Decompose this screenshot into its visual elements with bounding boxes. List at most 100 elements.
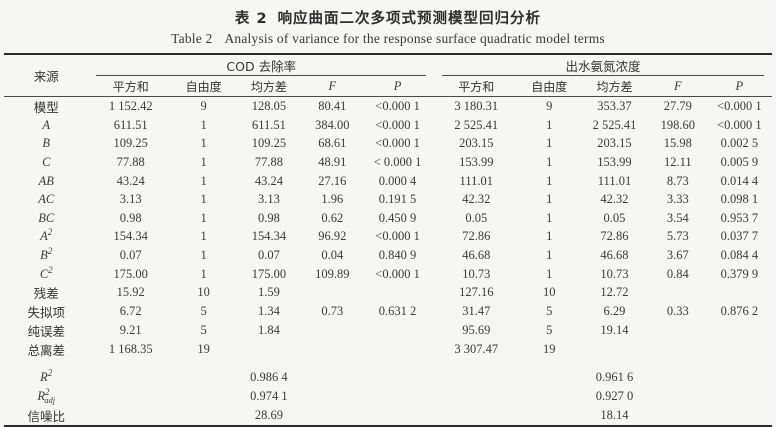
value-cell bbox=[303, 340, 361, 359]
row-label: C bbox=[42, 154, 51, 169]
value-cell: 15.98 bbox=[663, 136, 692, 151]
value-cell: 1 bbox=[200, 192, 207, 207]
value-cell: 10 bbox=[542, 285, 556, 300]
value-cell: 1 bbox=[200, 117, 207, 132]
value-cell bbox=[707, 340, 772, 359]
table-header: 来源 COD 去除率 出水氨氮浓度 平方和 自由度 均方差 F P 平方和 自由… bbox=[4, 54, 772, 97]
value-cell: 0.974 1 bbox=[250, 388, 288, 403]
value-cell: 1 bbox=[200, 266, 207, 281]
value-cell bbox=[707, 368, 772, 387]
table-title-en: Table 2 Analysis of variance for the resp… bbox=[0, 28, 776, 47]
table-row: AB 43.24 1 43.24 27.16 0.000 4 111.01 1 111.01 8.… bbox=[4, 172, 772, 191]
value-cell: 1 bbox=[546, 210, 553, 225]
value-cell bbox=[234, 340, 303, 359]
column-header-f-nh3: F bbox=[649, 76, 707, 97]
value-cell bbox=[707, 321, 772, 340]
row-label: B bbox=[42, 136, 51, 151]
value-cell: 0.450 9 bbox=[378, 210, 417, 225]
value-cell: <0.000 1 bbox=[375, 117, 420, 132]
value-cell: 0.014 4 bbox=[720, 173, 759, 188]
value-cell bbox=[88, 406, 172, 426]
value-cell: 1 bbox=[546, 136, 553, 151]
value-cell: 5 bbox=[200, 323, 207, 338]
value-cell: 154.34 bbox=[113, 229, 148, 244]
value-cell: 111.01 bbox=[597, 173, 632, 188]
value-cell: 0.084 4 bbox=[720, 247, 759, 262]
value-cell: 1 bbox=[546, 154, 553, 169]
value-cell: 18.14 bbox=[600, 407, 629, 422]
table-row: 模型 1 152.42 9 128.05 80.41 <0.000 1 3 180.31 9 3… bbox=[4, 97, 772, 117]
table-row: C 77.88 1 77.88 48.91 < 0.000 1 153.99 1 153.99 1… bbox=[4, 153, 772, 172]
row-label: 残差 bbox=[33, 286, 59, 302]
value-cell: 611.51 bbox=[251, 117, 286, 132]
value-cell: 0.379 9 bbox=[720, 266, 759, 281]
value-cell: 0.002 5 bbox=[720, 136, 759, 151]
spacer-cell bbox=[4, 359, 772, 368]
value-cell: 10.73 bbox=[600, 266, 629, 281]
value-cell: 153.99 bbox=[459, 154, 494, 169]
value-cell: 6.72 bbox=[119, 304, 142, 319]
value-cell bbox=[361, 406, 434, 426]
value-cell: 3.13 bbox=[119, 192, 142, 207]
column-group-cod: COD 去除率 bbox=[88, 54, 434, 76]
value-cell: 43.24 bbox=[116, 173, 145, 188]
value-cell bbox=[361, 321, 434, 340]
value-cell: 1 bbox=[546, 192, 553, 207]
value-cell: 153.99 bbox=[597, 154, 632, 169]
value-cell: 203.15 bbox=[459, 136, 494, 151]
value-cell: 10 bbox=[197, 285, 210, 300]
row-label: A bbox=[42, 117, 51, 132]
value-cell: 384.00 bbox=[315, 117, 350, 132]
value-cell bbox=[303, 321, 361, 340]
row-label: 失拟项 bbox=[27, 305, 65, 321]
value-cell bbox=[707, 387, 772, 406]
value-cell bbox=[173, 368, 234, 387]
anova-table: 来源 COD 去除率 出水氨氮浓度 平方和 自由度 均方差 F P 平方和 自由… bbox=[4, 53, 772, 427]
table-body: 模型 1 152.42 9 128.05 80.41 <0.000 1 3 180.31 9 3… bbox=[4, 97, 772, 426]
value-cell: 0.07 bbox=[119, 247, 142, 262]
value-cell: 31.47 bbox=[462, 304, 491, 319]
value-cell: 0.98 bbox=[257, 210, 280, 225]
value-cell: 1 bbox=[546, 173, 553, 188]
table-title-en-text: Analysis of variance for the response su… bbox=[224, 31, 605, 46]
value-cell: 5 bbox=[200, 304, 207, 319]
value-cell: 5 bbox=[546, 304, 553, 319]
spacer-row bbox=[4, 359, 772, 368]
value-cell: 1 bbox=[546, 229, 553, 244]
value-cell: 9 bbox=[546, 99, 553, 113]
row-label: A2 bbox=[40, 227, 53, 244]
table-row: A 611.51 1 611.51 384.00 <0.000 1 2 525.41 1 2 5… bbox=[4, 116, 772, 135]
value-cell: 0.05 bbox=[465, 210, 488, 225]
value-cell: 1 bbox=[200, 154, 207, 169]
value-cell: 15.92 bbox=[116, 285, 145, 300]
value-cell: 1 bbox=[200, 173, 207, 188]
value-cell: 175.00 bbox=[113, 266, 148, 281]
value-cell: 0.98 bbox=[119, 210, 142, 225]
value-cell: <0.000 1 bbox=[375, 229, 420, 244]
row-label: B2 bbox=[40, 245, 53, 262]
value-cell bbox=[580, 340, 649, 359]
table-row: A2 154.34 1 154.34 96.92 <0.000 1 72.86 1 72.86 5… bbox=[4, 228, 772, 247]
value-cell: 27.16 bbox=[318, 173, 347, 188]
value-cell: 72.86 bbox=[462, 229, 491, 244]
value-cell: <0.000 1 bbox=[375, 136, 420, 151]
value-cell: 0.05 bbox=[603, 210, 626, 225]
value-cell: 95.69 bbox=[462, 323, 491, 338]
row-label: 纯误差 bbox=[27, 324, 65, 340]
table-title-zh-text: 响应曲面二次多项式预测模型回归分析 bbox=[277, 11, 542, 27]
value-cell: 1 bbox=[546, 266, 553, 281]
value-cell: < 0.000 1 bbox=[373, 154, 422, 169]
value-cell bbox=[303, 387, 361, 406]
value-cell: 19.14 bbox=[600, 323, 629, 338]
value-cell bbox=[649, 387, 707, 406]
value-cell: 1 bbox=[546, 117, 553, 132]
value-cell: 3 307.47 bbox=[454, 342, 499, 357]
value-cell: <0.000 1 bbox=[717, 117, 762, 132]
row-label: 信噪比 bbox=[27, 408, 65, 424]
value-cell: 203.15 bbox=[597, 136, 632, 151]
value-cell: 3 180.31 bbox=[454, 99, 499, 113]
value-cell: 0.953 7 bbox=[720, 210, 759, 225]
value-cell bbox=[303, 406, 361, 426]
table-row: 纯误差 9.21 5 1.84 95.69 5 19.14 bbox=[4, 321, 772, 340]
value-cell: 0.07 bbox=[257, 247, 280, 262]
